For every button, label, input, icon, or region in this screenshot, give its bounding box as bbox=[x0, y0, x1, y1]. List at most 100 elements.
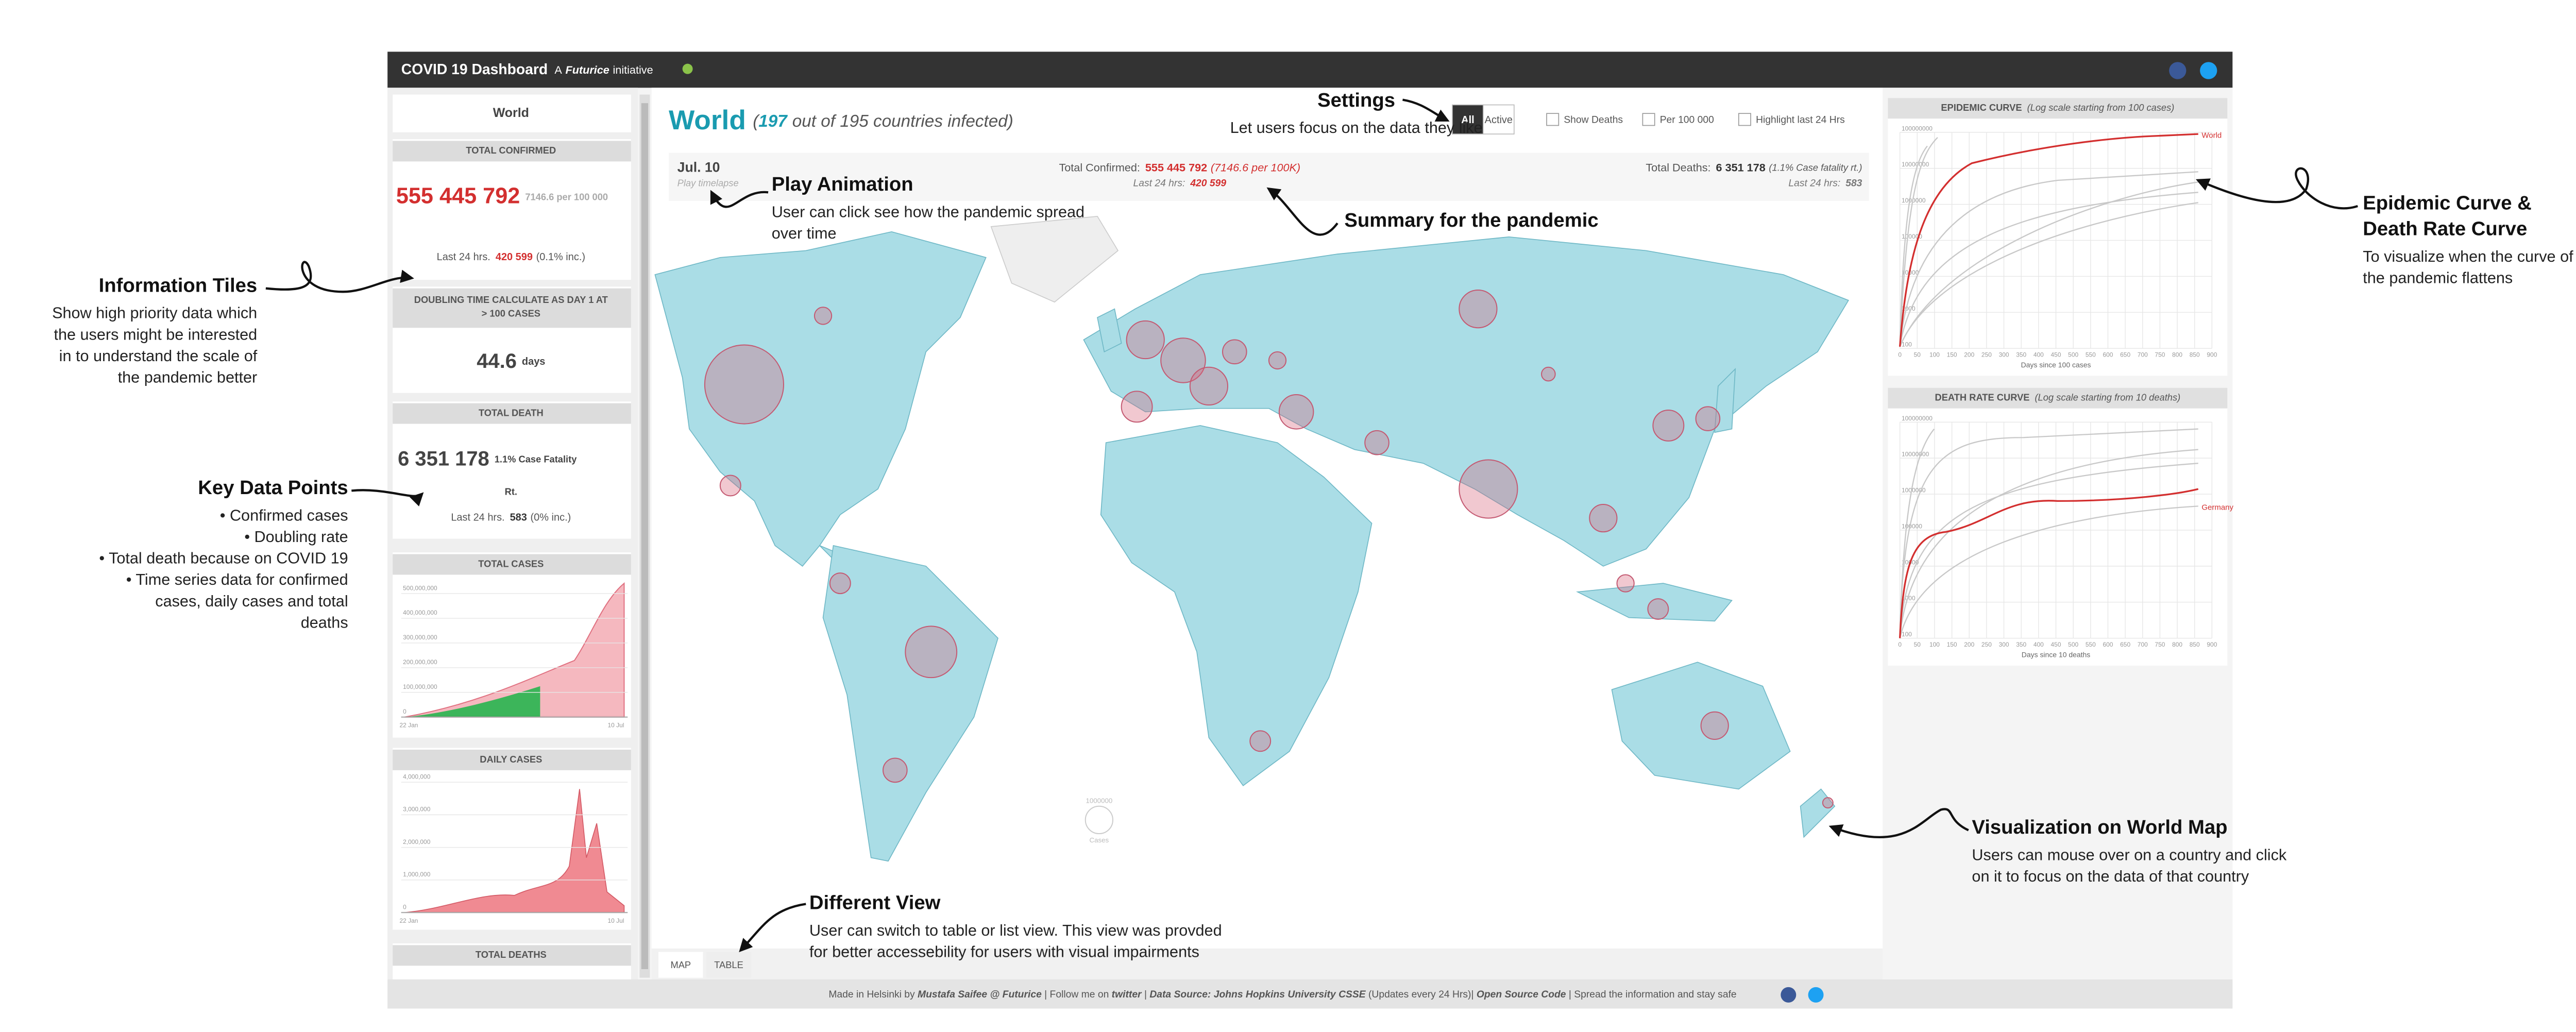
annotation-text: • Total death because on COVID 19 bbox=[99, 550, 348, 567]
annotation-title: Play Animation bbox=[772, 173, 913, 195]
scroll-thumb[interactable] bbox=[641, 103, 649, 969]
bubble[interactable] bbox=[905, 625, 958, 679]
x-tick-label: 550 bbox=[2086, 351, 2096, 359]
annotation-text: Let users focus on the data they like bbox=[1230, 119, 1483, 137]
bubble[interactable] bbox=[704, 344, 784, 425]
bubble[interactable] bbox=[1459, 290, 1498, 329]
indonesia[interactable] bbox=[1576, 583, 1733, 622]
annotation-title: Epidemic Curve & bbox=[2363, 192, 2531, 214]
label: Total Deaths: bbox=[1646, 161, 1710, 174]
x-tick-label: 550 bbox=[2086, 641, 2096, 648]
bubble[interactable] bbox=[1160, 337, 1206, 383]
date[interactable]: Jul. 10 bbox=[677, 160, 720, 175]
bubble[interactable] bbox=[1647, 598, 1669, 620]
rate: (1.1% Case fatality rt.) bbox=[1769, 162, 1862, 173]
bubble[interactable] bbox=[1364, 430, 1389, 455]
x-tick-label: 600 bbox=[2103, 351, 2113, 359]
bubble[interactable] bbox=[1268, 351, 1287, 370]
tab-label[interactable]: MAP bbox=[670, 959, 691, 970]
bubble[interactable] bbox=[883, 757, 908, 783]
play-button[interactable]: Play timelapse bbox=[677, 177, 739, 188]
footer-part[interactable]: Mustafa Saifee @ Futurice bbox=[918, 989, 1042, 1000]
facebook-icon[interactable] bbox=[2169, 62, 2187, 79]
app-title: COVID 19 Dashboard bbox=[401, 61, 548, 77]
bubble[interactable] bbox=[719, 475, 741, 497]
bubble[interactable] bbox=[1126, 320, 1165, 360]
greenland[interactable] bbox=[990, 216, 1119, 303]
checkbox[interactable] bbox=[1738, 113, 1751, 126]
value: 420 599 bbox=[496, 251, 533, 263]
footer-part[interactable]: twitter bbox=[1112, 989, 1142, 1000]
value: 44.6 bbox=[477, 349, 517, 372]
pct: (0.1% inc.) bbox=[536, 251, 585, 263]
bubble[interactable] bbox=[1616, 574, 1635, 593]
tab[interactable] bbox=[706, 952, 751, 978]
bubble[interactable] bbox=[814, 307, 833, 325]
bubble[interactable] bbox=[1249, 730, 1272, 752]
bubble[interactable] bbox=[1822, 797, 1834, 809]
legend-label: Cases bbox=[1090, 836, 1109, 844]
x-tick-label: 150 bbox=[1947, 641, 1957, 648]
world-map[interactable]: 1000000 Cases bbox=[654, 216, 1850, 862]
filter-label[interactable]: All bbox=[1461, 114, 1475, 126]
x-tick-label: 150 bbox=[1947, 351, 1957, 359]
bubble[interactable] bbox=[1278, 394, 1314, 430]
epidemic-curve: EPIDEMIC CURVE (Log scale starting from 1… bbox=[1888, 98, 2228, 376]
cases-area bbox=[404, 582, 625, 718]
bubble[interactable] bbox=[1222, 339, 1247, 365]
annotation-title: Death Rate Curve bbox=[2363, 218, 2527, 240]
filter-label[interactable]: Active bbox=[1485, 114, 1513, 126]
y-tick-label: 100 bbox=[1902, 631, 1912, 638]
header: COVID 19 Dashboard A Futurice initiative bbox=[401, 61, 653, 77]
annotation-title: Key Data Points bbox=[198, 477, 348, 499]
x-axis-label: Days since 100 cases bbox=[2021, 361, 2091, 369]
south-america[interactable] bbox=[822, 545, 998, 862]
annotation-text: the users might be interested bbox=[54, 326, 257, 343]
checkbox[interactable] bbox=[1642, 113, 1655, 126]
y-tick-label: 4,000,000 bbox=[403, 773, 431, 780]
bubble[interactable] bbox=[1589, 504, 1618, 533]
annotation-text: • Doubling rate bbox=[244, 528, 348, 546]
annotation-title: Settings bbox=[1317, 89, 1395, 111]
facebook-icon[interactable] bbox=[1781, 987, 1797, 1003]
new-zealand[interactable] bbox=[1800, 788, 1836, 838]
bubble[interactable] bbox=[1541, 366, 1556, 382]
africa[interactable] bbox=[1100, 425, 1372, 787]
footer-part[interactable]: Open Source Code bbox=[1477, 989, 1566, 1000]
x-tick-label: 250 bbox=[1981, 351, 1992, 359]
twitter-icon[interactable] bbox=[2200, 62, 2217, 79]
bubble[interactable] bbox=[1695, 406, 1721, 431]
bubble[interactable] bbox=[1121, 391, 1153, 423]
y-tick-label: 10000000 bbox=[1902, 161, 1929, 168]
value: 583 bbox=[1845, 178, 1862, 189]
region-card bbox=[393, 94, 631, 132]
twitter-icon[interactable] bbox=[1808, 987, 1824, 1003]
country-line bbox=[1899, 145, 1928, 347]
bubble[interactable] bbox=[829, 572, 851, 595]
checkbox[interactable] bbox=[1546, 113, 1560, 126]
annotation-text: To visualize when the curve of bbox=[2363, 248, 2573, 265]
checkbox-label[interactable]: Per 100 000 bbox=[1660, 115, 1714, 126]
bubble[interactable] bbox=[1652, 409, 1685, 442]
x-tick-label: 500 bbox=[2068, 641, 2078, 648]
tab[interactable] bbox=[658, 952, 703, 978]
x-tick-label: 350 bbox=[2016, 351, 2026, 359]
eurasia[interactable] bbox=[1083, 236, 1850, 567]
north-america[interactable] bbox=[654, 231, 987, 567]
footer-part: | bbox=[1142, 989, 1150, 1000]
filter-button[interactable] bbox=[1483, 104, 1515, 134]
bubble[interactable] bbox=[1459, 459, 1518, 519]
bubble[interactable] bbox=[1189, 366, 1228, 405]
checkbox-label[interactable]: Show Deaths bbox=[1564, 115, 1623, 126]
x-tick-label: 450 bbox=[2051, 641, 2061, 648]
uk[interactable] bbox=[1097, 308, 1122, 353]
tab-label[interactable]: TABLE bbox=[714, 959, 743, 970]
footer-part[interactable]: Data Source: Johns Hopkins University CS… bbox=[1149, 989, 1366, 1000]
annotation-text: Users can mouse over on a country and cl… bbox=[1972, 846, 2286, 864]
annotation-text: the pandemic better bbox=[118, 369, 258, 386]
value: 555 445 792 bbox=[396, 184, 520, 209]
card-title: DEATH RATE CURVE (Log scale starting from… bbox=[1935, 392, 2180, 403]
x-tick-label: 850 bbox=[2190, 641, 2200, 648]
checkbox-label[interactable]: Highlight last 24 Hrs bbox=[1756, 115, 1845, 126]
bubble[interactable] bbox=[1700, 711, 1729, 740]
